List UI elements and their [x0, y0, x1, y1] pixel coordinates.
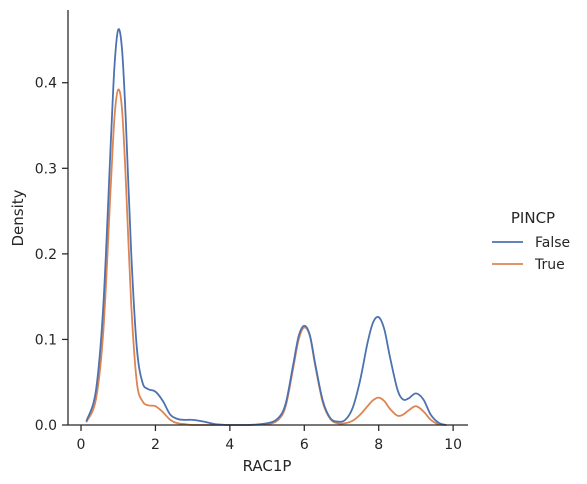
x-tick-label: 0: [77, 437, 86, 453]
axes: 0 2 4 6 8 10 0.0 0.1 0.2 0.3 0.4: [35, 10, 468, 453]
legend-title: PINCP: [511, 209, 555, 227]
series-line-false: [85, 28, 447, 426]
x-tick-label: 8: [374, 437, 383, 453]
x-tick-label: 2: [151, 437, 160, 453]
y-tick-label: 0.1: [35, 332, 57, 348]
series-line-true: [85, 88, 447, 426]
series-layer: [85, 28, 447, 426]
legend-label-true: True: [534, 257, 565, 273]
y-tick-label: 0.4: [35, 76, 57, 92]
y-axis-title: Density: [9, 189, 27, 246]
y-tick-label: 0.0: [35, 418, 57, 434]
x-tick-label: 6: [300, 437, 309, 453]
y-tick-label: 0.3: [35, 161, 57, 177]
legend: PINCP False True: [492, 209, 570, 273]
x-axis-title: RAC1P: [243, 457, 292, 475]
y-tick-label: 0.2: [35, 247, 57, 263]
legend-label-false: False: [535, 235, 570, 251]
x-tick-label: 10: [444, 437, 462, 453]
x-tick-label: 4: [225, 437, 234, 453]
